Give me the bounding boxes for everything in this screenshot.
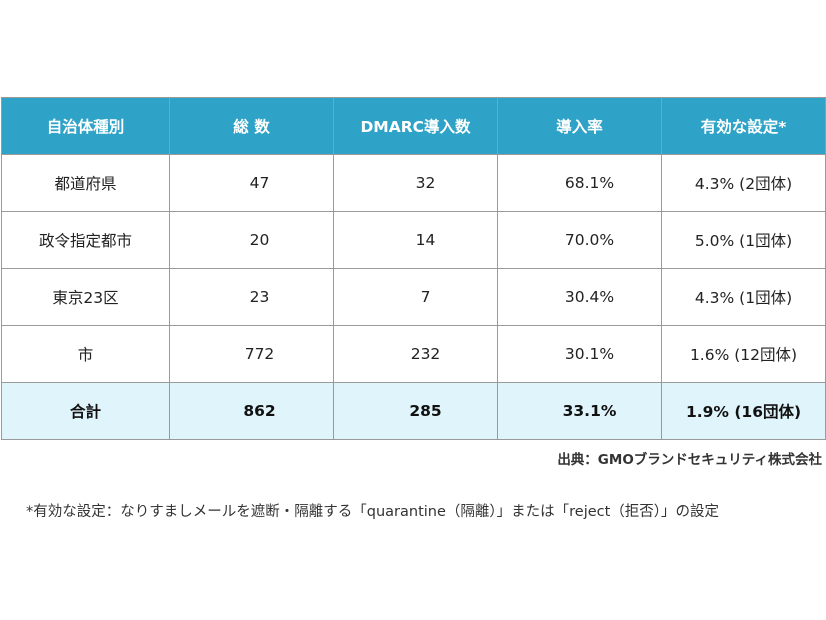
dmarc-table: 自治体種別 総 数 DMARC導入数 導入率 有効な設定* 都道府県 47 32… [1, 97, 826, 440]
cell-rate: 33.1% [497, 382, 662, 440]
cell-total: 20 [169, 211, 334, 269]
cell-rate: 68.1% [497, 154, 662, 212]
cell-type: 東京23区 [1, 268, 170, 326]
cell-effective: 4.3% (1団体) [661, 268, 826, 326]
cell-rate: 30.1% [497, 325, 662, 383]
cell-effective: 1.9% (16団体) [661, 382, 826, 440]
cell-rate: 70.0% [497, 211, 662, 269]
table-row: 東京23区 23 7 30.4% 4.3% (1団体) [1, 268, 826, 326]
source-credit: 出典：GMOブランドセキュリティ株式会社 [557, 452, 822, 468]
cell-dmarc: 32 [333, 154, 498, 212]
cell-dmarc: 7 [333, 268, 498, 326]
cell-total: 862 [169, 382, 334, 440]
header-total: 総 数 [169, 97, 334, 155]
cell-total: 47 [169, 154, 334, 212]
footnote: *有効な設定：なりすましメールを遮断・隔離する「quarantine（隔離）」ま… [26, 504, 720, 520]
header-type: 自治体種別 [1, 97, 170, 155]
header-rate: 導入率 [497, 97, 662, 155]
cell-effective: 4.3% (2団体) [661, 154, 826, 212]
cell-dmarc: 285 [333, 382, 498, 440]
cell-dmarc: 232 [333, 325, 498, 383]
cell-type: 都道府県 [1, 154, 170, 212]
cell-type: 政令指定都市 [1, 211, 170, 269]
table-row: 政令指定都市 20 14 70.0% 5.0% (1団体) [1, 211, 826, 269]
header-effective: 有効な設定* [661, 97, 826, 155]
cell-total: 772 [169, 325, 334, 383]
cell-dmarc: 14 [333, 211, 498, 269]
table-row: 都道府県 47 32 68.1% 4.3% (2団体) [1, 154, 826, 212]
cell-type: 合計 [1, 382, 170, 440]
table-row: 市 772 232 30.1% 1.6% (12団体) [1, 325, 826, 383]
total-row: 合計 862 285 33.1% 1.9% (16団体) [1, 382, 826, 440]
cell-total: 23 [169, 268, 334, 326]
cell-rate: 30.4% [497, 268, 662, 326]
header-row: 自治体種別 総 数 DMARC導入数 導入率 有効な設定* [1, 97, 826, 155]
header-dmarc: DMARC導入数 [333, 97, 498, 155]
cell-effective: 5.0% (1団体) [661, 211, 826, 269]
cell-effective: 1.6% (12団体) [661, 325, 826, 383]
cell-type: 市 [1, 325, 170, 383]
